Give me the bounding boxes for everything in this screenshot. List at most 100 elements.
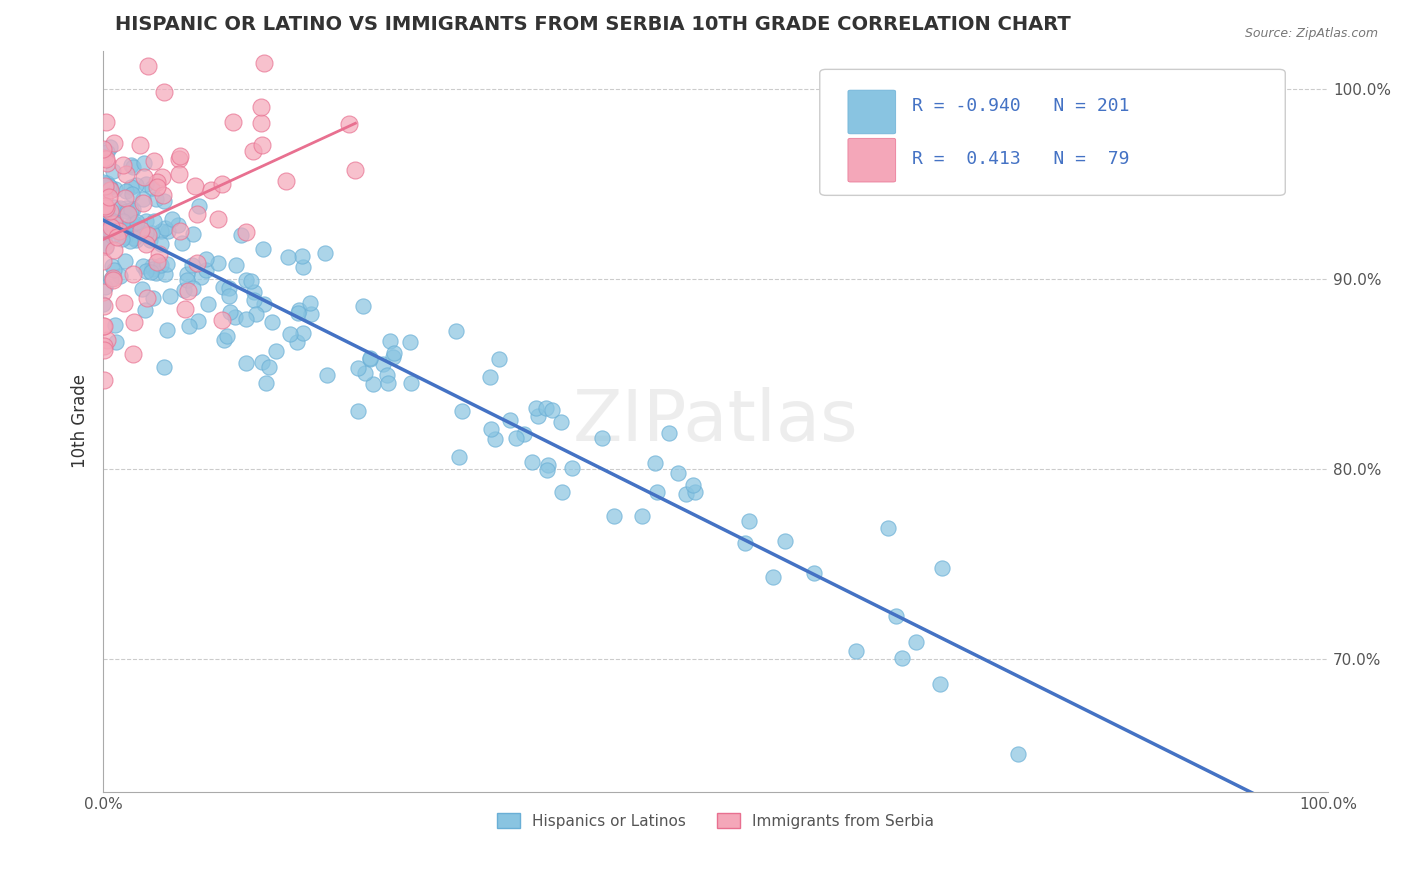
Hispanics or Latinos	[479, 369, 502, 384]
Hispanics or Latinos	[479, 422, 502, 436]
Hispanics or Latinos	[125, 233, 148, 247]
Hispanics or Latinos	[513, 427, 536, 442]
Immigrants from Serbia	[211, 177, 233, 191]
Hispanics or Latinos	[382, 346, 405, 360]
Hispanics or Latinos	[121, 186, 143, 201]
Hispanics or Latinos	[242, 293, 264, 307]
Text: HISPANIC OR LATINO VS IMMIGRANTS FROM SERBIA 10TH GRADE CORRELATION CHART: HISPANIC OR LATINO VS IMMIGRANTS FROM SE…	[115, 15, 1071, 34]
Immigrants from Serbia	[96, 333, 118, 347]
Hispanics or Latinos	[277, 251, 299, 265]
Hispanics or Latinos	[298, 295, 321, 310]
Hispanics or Latinos	[153, 194, 176, 208]
Hispanics or Latinos	[100, 211, 122, 226]
Immigrants from Serbia	[344, 163, 367, 178]
Hispanics or Latinos	[114, 254, 136, 268]
Hispanics or Latinos	[292, 326, 315, 340]
Immigrants from Serbia	[221, 115, 243, 129]
Hispanics or Latinos	[762, 570, 785, 584]
Immigrants from Serbia	[93, 299, 115, 313]
Hispanics or Latinos	[522, 455, 544, 469]
Hispanics or Latinos	[675, 487, 697, 501]
Hispanics or Latinos	[229, 228, 252, 243]
Immigrants from Serbia	[169, 224, 191, 238]
Immigrants from Serbia	[242, 144, 264, 158]
Hispanics or Latinos	[176, 268, 198, 282]
Hispanics or Latinos	[488, 351, 510, 366]
Hispanics or Latinos	[219, 305, 242, 319]
Hispanics or Latinos	[157, 224, 180, 238]
Hispanics or Latinos	[315, 368, 337, 382]
Hispanics or Latinos	[217, 328, 239, 343]
Hispanics or Latinos	[382, 351, 405, 365]
Hispanics or Latinos	[132, 192, 155, 206]
Hispanics or Latinos	[94, 280, 117, 294]
FancyBboxPatch shape	[820, 70, 1285, 195]
Hispanics or Latinos	[346, 360, 368, 375]
Hispanics or Latinos	[242, 285, 264, 299]
Immigrants from Serbia	[169, 167, 191, 181]
Hispanics or Latinos	[111, 213, 134, 227]
Hispanics or Latinos	[132, 259, 155, 273]
Hispanics or Latinos	[122, 216, 145, 230]
Hispanics or Latinos	[104, 334, 127, 349]
Hispanics or Latinos	[775, 534, 797, 549]
Hispanics or Latinos	[135, 226, 157, 240]
Hispanics or Latinos	[120, 158, 142, 172]
Hispanics or Latinos	[141, 259, 163, 273]
Hispanics or Latinos	[314, 245, 336, 260]
Hispanics or Latinos	[299, 306, 322, 320]
Hispanics or Latinos	[354, 366, 377, 380]
Immigrants from Serbia	[153, 86, 176, 100]
Immigrants from Serbia	[100, 219, 122, 234]
Hispanics or Latinos	[134, 303, 156, 318]
Hispanics or Latinos	[239, 274, 262, 288]
Hispanics or Latinos	[98, 222, 121, 236]
Immigrants from Serbia	[134, 170, 156, 185]
Text: R = -0.940   N = 201: R = -0.940 N = 201	[911, 97, 1129, 115]
Immigrants from Serbia	[152, 187, 174, 202]
Immigrants from Serbia	[96, 115, 118, 129]
Hispanics or Latinos	[155, 221, 177, 235]
Hispanics or Latinos	[91, 210, 114, 224]
Hispanics or Latinos	[100, 260, 122, 274]
Hispanics or Latinos	[181, 258, 204, 272]
Immigrants from Serbia	[250, 116, 273, 130]
Hispanics or Latinos	[877, 521, 900, 535]
Y-axis label: 10th Grade: 10th Grade	[72, 375, 89, 468]
FancyBboxPatch shape	[848, 138, 896, 182]
Hispanics or Latinos	[150, 224, 173, 238]
Immigrants from Serbia	[169, 149, 191, 163]
Hispanics or Latinos	[98, 180, 121, 194]
Hispanics or Latinos	[103, 200, 125, 214]
Hispanics or Latinos	[235, 273, 257, 287]
Immigrants from Serbia	[91, 285, 114, 300]
Hispanics or Latinos	[252, 355, 274, 369]
Hispanics or Latinos	[115, 204, 138, 219]
Immigrants from Serbia	[142, 153, 165, 168]
Immigrants from Serbia	[250, 100, 273, 114]
Hispanics or Latinos	[212, 333, 235, 347]
Hispanics or Latinos	[153, 360, 176, 375]
Hispanics or Latinos	[98, 140, 121, 154]
Immigrants from Serbia	[93, 239, 115, 253]
Immigrants from Serbia	[93, 343, 115, 357]
Hispanics or Latinos	[139, 265, 162, 279]
Immigrants from Serbia	[103, 243, 125, 257]
Hispanics or Latinos	[591, 431, 613, 445]
Hispanics or Latinos	[142, 261, 165, 276]
Immigrants from Serbia	[129, 223, 152, 237]
Hispanics or Latinos	[122, 161, 145, 175]
Hispanics or Latinos	[121, 202, 143, 216]
Hispanics or Latinos	[484, 432, 506, 446]
Hispanics or Latinos	[115, 184, 138, 198]
Hispanics or Latinos	[738, 515, 761, 529]
Immigrants from Serbia	[96, 156, 118, 170]
Immigrants from Serbia	[186, 207, 208, 221]
Hispanics or Latinos	[118, 234, 141, 248]
Hispanics or Latinos	[93, 201, 115, 215]
Hispanics or Latinos	[444, 324, 467, 338]
Hispanics or Latinos	[96, 145, 118, 160]
Hispanics or Latinos	[141, 180, 163, 194]
Immigrants from Serbia	[207, 212, 229, 227]
Hispanics or Latinos	[526, 409, 548, 424]
